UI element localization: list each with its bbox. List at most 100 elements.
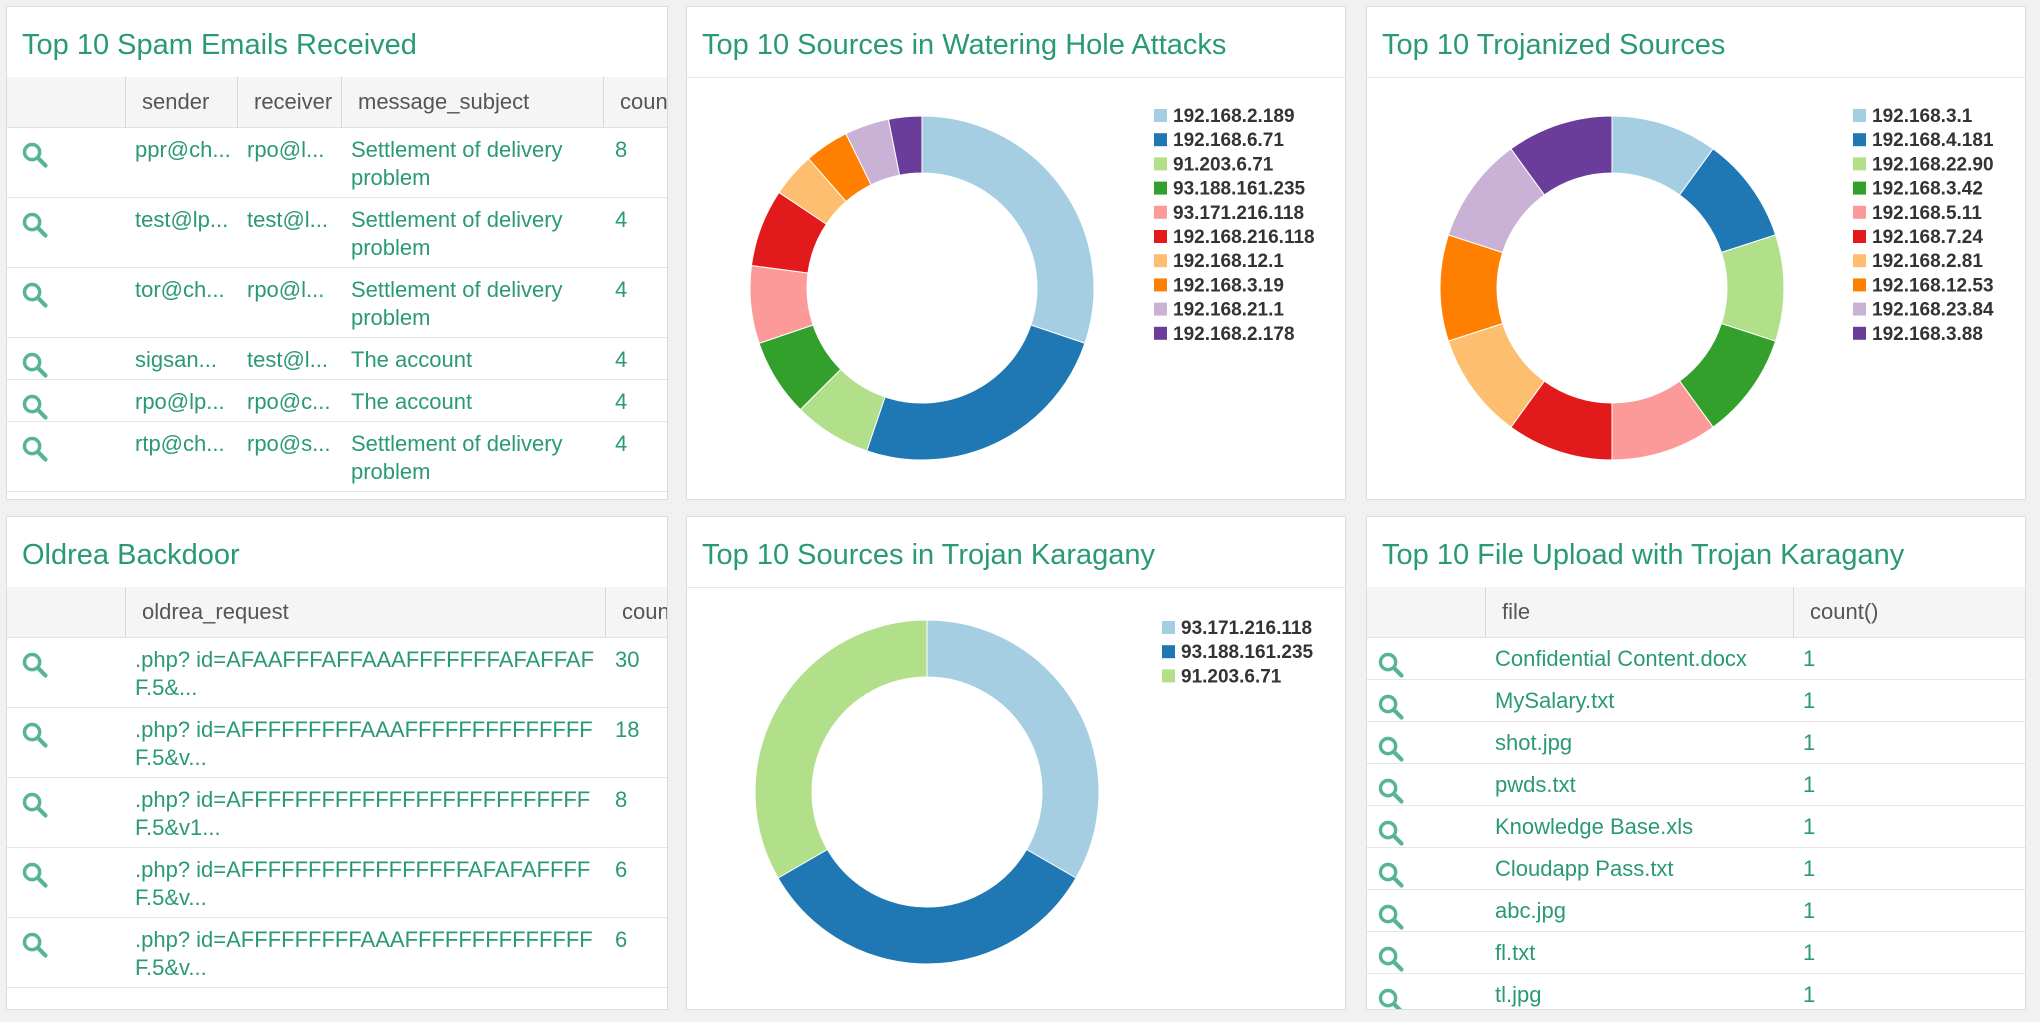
count-cell: 4 xyxy=(615,277,628,302)
legend-label[interactable]: 192.168.12.1 xyxy=(1173,251,1284,272)
legend-label[interactable]: 91.203.6.71 xyxy=(1173,154,1274,175)
legend-label[interactable]: 192.168.2.81 xyxy=(1872,251,1983,272)
count-cell: 1 xyxy=(1803,772,1816,797)
donut-slice[interactable] xyxy=(866,324,1086,461)
donut-slice[interactable] xyxy=(921,115,1095,344)
magnifier-icon[interactable] xyxy=(21,791,49,819)
table-row[interactable]: test@lp... test@l... Settlement of deliver… xyxy=(7,198,667,268)
receiver-cell: test@l... xyxy=(247,207,329,232)
column-header-count[interactable]: count() xyxy=(603,77,667,127)
table-row[interactable]: rtp@ch... rpo@s... Settlement of delivery … xyxy=(7,422,667,492)
magnifier-icon[interactable] xyxy=(21,931,49,959)
magnifier-icon[interactable] xyxy=(21,721,49,749)
legend-swatch xyxy=(1162,669,1175,683)
table-row[interactable]: tl.jpg 1 xyxy=(1367,974,2025,1010)
table-row[interactable]: shot.jpg 1 xyxy=(1367,722,2025,764)
legend-label[interactable]: 93.188.161.235 xyxy=(1173,179,1306,200)
table-row[interactable]: .php? id=AFFFFFFFFFFFFFFFFFFFFFFFFFFF.5&… xyxy=(7,778,667,848)
table-row[interactable]: ppr@ch... rpo@l... Settlement of delivery … xyxy=(7,128,667,198)
magnifier-icon[interactable] xyxy=(21,351,49,379)
legend-label[interactable]: 192.168.2.178 xyxy=(1173,324,1295,345)
legend-label[interactable]: 192.168.5.11 xyxy=(1872,203,1982,224)
magnifier-icon[interactable] xyxy=(1377,987,1405,1010)
count-cell: 8 xyxy=(615,787,628,812)
magnifier-icon[interactable] xyxy=(21,281,49,309)
legend-swatch xyxy=(1154,205,1167,219)
table-row[interactable]: fl.txt 1 xyxy=(1367,932,2025,974)
column-header-sender[interactable]: sender xyxy=(125,77,237,127)
legend-label[interactable]: 192.168.3.19 xyxy=(1173,275,1284,296)
donut-slice[interactable] xyxy=(1510,115,1613,196)
legend-label[interactable]: 192.168.2.189 xyxy=(1173,106,1295,127)
column-header-count[interactable]: count() xyxy=(605,587,667,637)
table-row[interactable]: abc.jpg 1 xyxy=(1367,890,2025,932)
legend-label[interactable]: 192.168.3.1 xyxy=(1872,106,1973,127)
column-header-file[interactable]: file xyxy=(1485,587,1793,637)
donut-slice[interactable] xyxy=(777,848,1077,965)
legend-swatch xyxy=(1853,157,1866,171)
magnifier-icon[interactable] xyxy=(21,651,49,679)
legend-swatch xyxy=(1853,205,1866,219)
count-cell: 1 xyxy=(1803,688,1816,713)
legend-label[interactable]: 192.168.3.42 xyxy=(1872,179,1983,200)
legend-label[interactable]: 91.203.6.71 xyxy=(1181,666,1282,687)
file-cell: pwds.txt xyxy=(1495,772,1576,797)
magnifier-icon[interactable] xyxy=(1377,693,1405,721)
legend-label[interactable]: 192.168.22.90 xyxy=(1872,154,1994,175)
legend-swatch xyxy=(1154,278,1167,292)
legend-label[interactable]: 192.168.12.53 xyxy=(1872,275,1994,296)
donut-slice[interactable] xyxy=(1720,234,1785,342)
legend-label[interactable]: 192.168.23.84 xyxy=(1872,300,1994,321)
magnifier-icon[interactable] xyxy=(1377,945,1405,973)
table-row[interactable]: .php? id=AFFFFFFFFFFFFFFFFFAFAFAFFFFF.5&… xyxy=(7,848,667,918)
column-header-count[interactable]: count() xyxy=(1793,587,2025,637)
oldrea-request-cell: .php? id=AFFFFFFFFFAAAFFFFFFFFFFFFFFF.5&… xyxy=(135,717,593,770)
magnifier-icon[interactable] xyxy=(21,141,49,169)
magnifier-icon[interactable] xyxy=(1377,903,1405,931)
table-row[interactable]: Confidential Content.docx 1 xyxy=(1367,638,2025,680)
table-row[interactable]: sigsan... test@l... The account 4 xyxy=(7,338,667,380)
legend-label[interactable]: 93.171.216.118 xyxy=(1173,203,1304,224)
sender-cell: ppr@ch... xyxy=(135,137,231,162)
legend-swatch xyxy=(1154,133,1167,147)
magnifier-icon[interactable] xyxy=(1377,651,1405,679)
legend-label[interactable]: 192.168.6.71 xyxy=(1173,130,1284,151)
magnifier-icon[interactable] xyxy=(1377,819,1405,847)
column-header-oldrea-request[interactable]: oldrea_request xyxy=(125,587,605,637)
legend-swatch xyxy=(1154,254,1167,268)
count-cell: 30 xyxy=(615,647,640,672)
table-row[interactable]: tor@ch... rpo@l... Settlement of delivery … xyxy=(7,268,667,338)
magnifier-icon[interactable] xyxy=(1377,735,1405,763)
legend-label[interactable]: 192.168.21.1 xyxy=(1173,300,1284,321)
legend-label[interactable]: 192.168.4.181 xyxy=(1872,130,1994,151)
sender-cell: sigsan... xyxy=(135,347,217,372)
table-row[interactable]: Knowledge Base.xls 1 xyxy=(1367,806,2025,848)
trojanized-panel-title: Top 10 Trojanized Sources xyxy=(1382,29,1726,61)
table-row[interactable]: .php? id=AFFFFFFFFFAAAFFFFFFFFFFFFFFF.5&… xyxy=(7,918,667,988)
table-row[interactable]: .php? id=AFFFFFFFFFAAAFFFFFFFFFFFFFFF.5&… xyxy=(7,708,667,778)
file-cell: Cloudapp Pass.txt xyxy=(1495,856,1674,881)
magnifier-icon[interactable] xyxy=(21,393,49,421)
table-row[interactable]: MySalary.txt 1 xyxy=(1367,680,2025,722)
legend-label[interactable]: 93.188.161.235 xyxy=(1181,642,1314,663)
legend-label[interactable]: 192.168.7.24 xyxy=(1872,227,1983,248)
legend-label[interactable]: 93.171.216.118 xyxy=(1181,618,1312,639)
table-row[interactable]: .php? id=AFAAFFFAFFAAAFFFFFFFAFAFFAFF.5&… xyxy=(7,638,667,708)
magnifier-icon[interactable] xyxy=(21,435,49,463)
magnifier-icon[interactable] xyxy=(1377,861,1405,889)
donut-slice[interactable] xyxy=(1439,234,1504,342)
magnifier-icon[interactable] xyxy=(21,861,49,889)
donut-slice[interactable] xyxy=(887,115,923,176)
file-cell: fl.txt xyxy=(1495,940,1536,965)
magnifier-icon[interactable] xyxy=(21,211,49,239)
table-row[interactable]: rpo@lp... rpo@c... The account 4 xyxy=(7,380,667,422)
donut-slice[interactable] xyxy=(754,619,928,879)
legend-label[interactable]: 192.168.216.118 xyxy=(1173,227,1315,248)
legend-label[interactable]: 192.168.3.88 xyxy=(1872,324,1983,345)
table-row[interactable]: pwds.txt 1 xyxy=(1367,764,2025,806)
table-row[interactable]: Cloudapp Pass.txt 1 xyxy=(1367,848,2025,890)
donut-slice[interactable] xyxy=(926,619,1100,879)
magnifier-icon[interactable] xyxy=(1377,777,1405,805)
column-header-receiver[interactable]: receiver xyxy=(237,77,341,127)
column-header-message-subject[interactable]: message_subject xyxy=(341,77,603,127)
